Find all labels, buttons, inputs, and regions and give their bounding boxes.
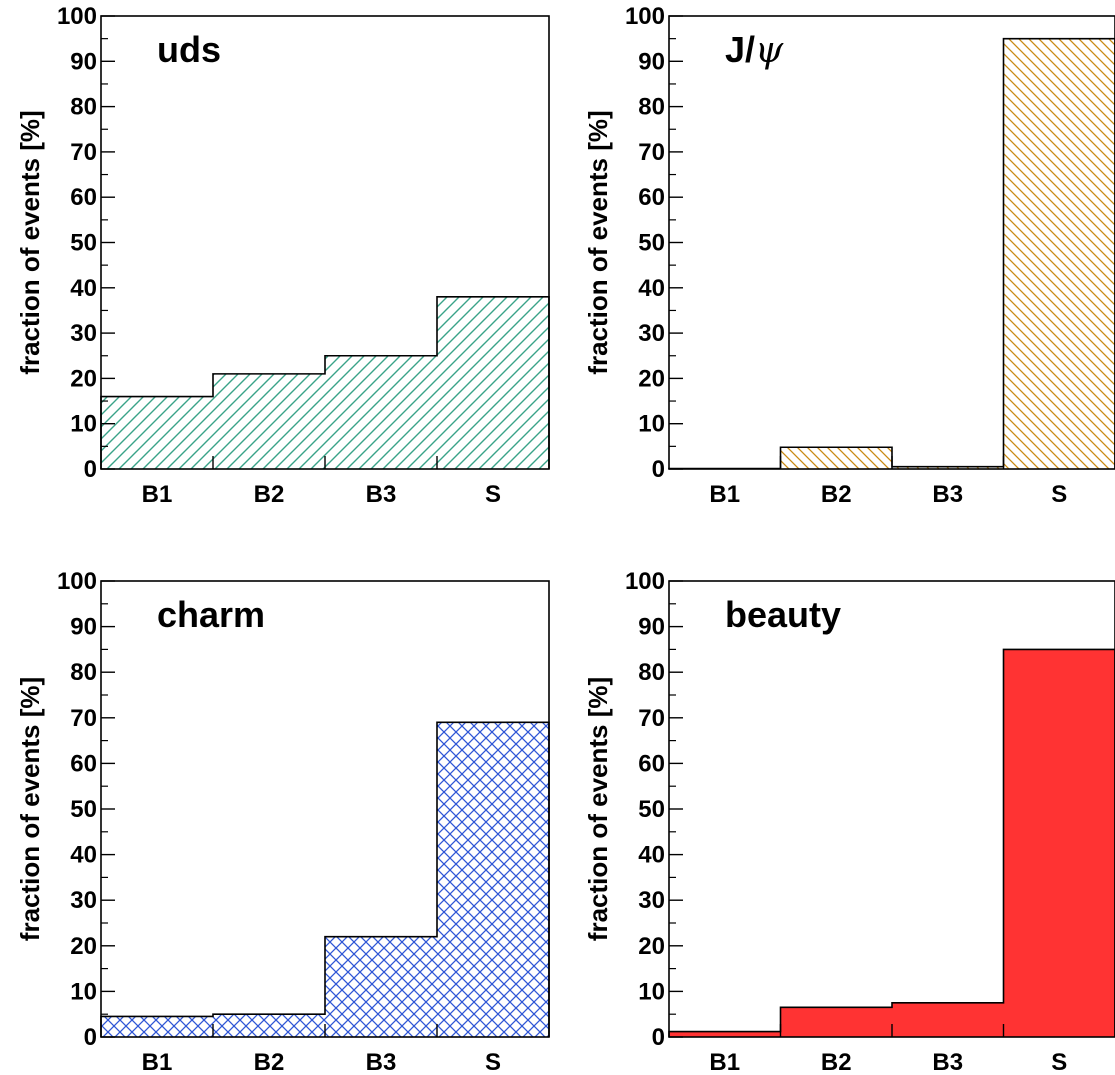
y-tick-label: 10 [70,411,97,438]
bar-b3 [325,936,437,1037]
bar-b1 [669,1031,781,1037]
y-tick-label: 70 [70,705,97,732]
x-tick-label-b1: B1 [709,1049,740,1075]
bar-b2 [780,447,892,469]
x-tick-label-b3: B3 [366,1049,397,1075]
y-tick-label: 30 [638,320,665,347]
y-tick-label: 80 [638,659,665,686]
bar-s [437,296,549,469]
y-tick-label: 90 [638,48,665,75]
bar-s [437,722,549,1037]
bar-s [1003,649,1115,1037]
y-tick-label: 20 [70,933,97,960]
panel-title: uds [157,29,221,70]
y-tick-label: 100 [57,568,97,595]
y-axis-label: fraction of events [%] [583,677,613,941]
y-tick-label: 40 [70,842,97,869]
y-tick-label: 20 [638,933,665,960]
y-tick-label: 0 [84,456,97,483]
x-tick-label-s: S [485,481,501,508]
y-tick-label: 10 [638,411,665,438]
y-axis-label: fraction of events [%] [583,110,613,374]
panel-title: beauty [725,594,841,635]
bar-b2 [213,1014,325,1037]
y-tick-label: 50 [70,230,97,257]
x-tick-label-b1: B1 [142,481,173,508]
x-tick-label-b1: B1 [709,481,740,508]
y-tick-label: 80 [638,94,665,121]
y-tick-label: 20 [638,365,665,392]
bar-b3 [892,1002,1004,1037]
y-tick-label: 100 [625,568,665,595]
y-tick-label: 60 [638,750,665,777]
y-tick-label: 60 [638,184,665,211]
y-tick-label: 50 [638,230,665,257]
x-tick-label-b1: B1 [142,1049,173,1075]
histogram-outline [100,296,550,469]
y-axis-label: fraction of events [%] [15,110,45,374]
x-tick-label-b3: B3 [366,481,397,508]
y-tick-label: 100 [625,3,665,30]
y-tick-label: 40 [638,275,665,302]
y-tick-label: 50 [638,796,665,823]
histogram-outline [668,648,1115,1037]
y-tick-label: 10 [70,978,97,1005]
y-axis-label: fraction of events [%] [15,677,45,941]
x-tick-label-s: S [1051,481,1067,508]
x-tick-label-b3: B3 [932,481,963,508]
y-tick-label: 90 [70,48,97,75]
bar-b3 [892,466,1004,469]
bar-b2 [213,373,325,469]
y-tick-label: 0 [84,1024,97,1051]
x-tick-label-b2: B2 [254,1049,285,1075]
y-tick-label: 60 [70,750,97,777]
x-tick-label-s: S [1051,1049,1067,1075]
y-tick-label: 10 [638,978,665,1005]
y-tick-label: 90 [70,614,97,641]
y-tick-label: 70 [638,139,665,166]
y-tick-label: 60 [70,184,97,211]
y-tick-label: 70 [70,139,97,166]
x-tick-label-s: S [485,1049,501,1075]
bar-b1 [101,396,213,469]
y-tick-label: 80 [70,94,97,121]
y-tick-label: 40 [70,275,97,302]
y-tick-label: 70 [638,705,665,732]
y-tick-label: 0 [652,1024,665,1051]
x-tick-label-b2: B2 [254,481,285,508]
bar-b1 [101,1016,213,1037]
y-tick-label: 80 [70,659,97,686]
histogram-outline [100,721,550,1037]
panel-title: J/ψ [725,29,784,71]
panel-title: charm [157,594,265,635]
bar-b3 [325,355,437,469]
y-tick-label: 90 [638,614,665,641]
x-tick-label-b3: B3 [932,1049,963,1075]
y-tick-label: 50 [70,796,97,823]
y-tick-label: 20 [70,365,97,392]
y-tick-label: 30 [638,887,665,914]
y-tick-label: 30 [70,320,97,347]
x-tick-label-b2: B2 [821,1049,852,1075]
y-tick-label: 100 [57,3,97,30]
y-tick-label: 0 [652,456,665,483]
bar-b2 [780,1007,892,1037]
y-tick-label: 40 [638,842,665,869]
bar-s [1003,38,1115,470]
y-tick-label: 30 [70,887,97,914]
x-tick-label-b2: B2 [821,481,852,508]
